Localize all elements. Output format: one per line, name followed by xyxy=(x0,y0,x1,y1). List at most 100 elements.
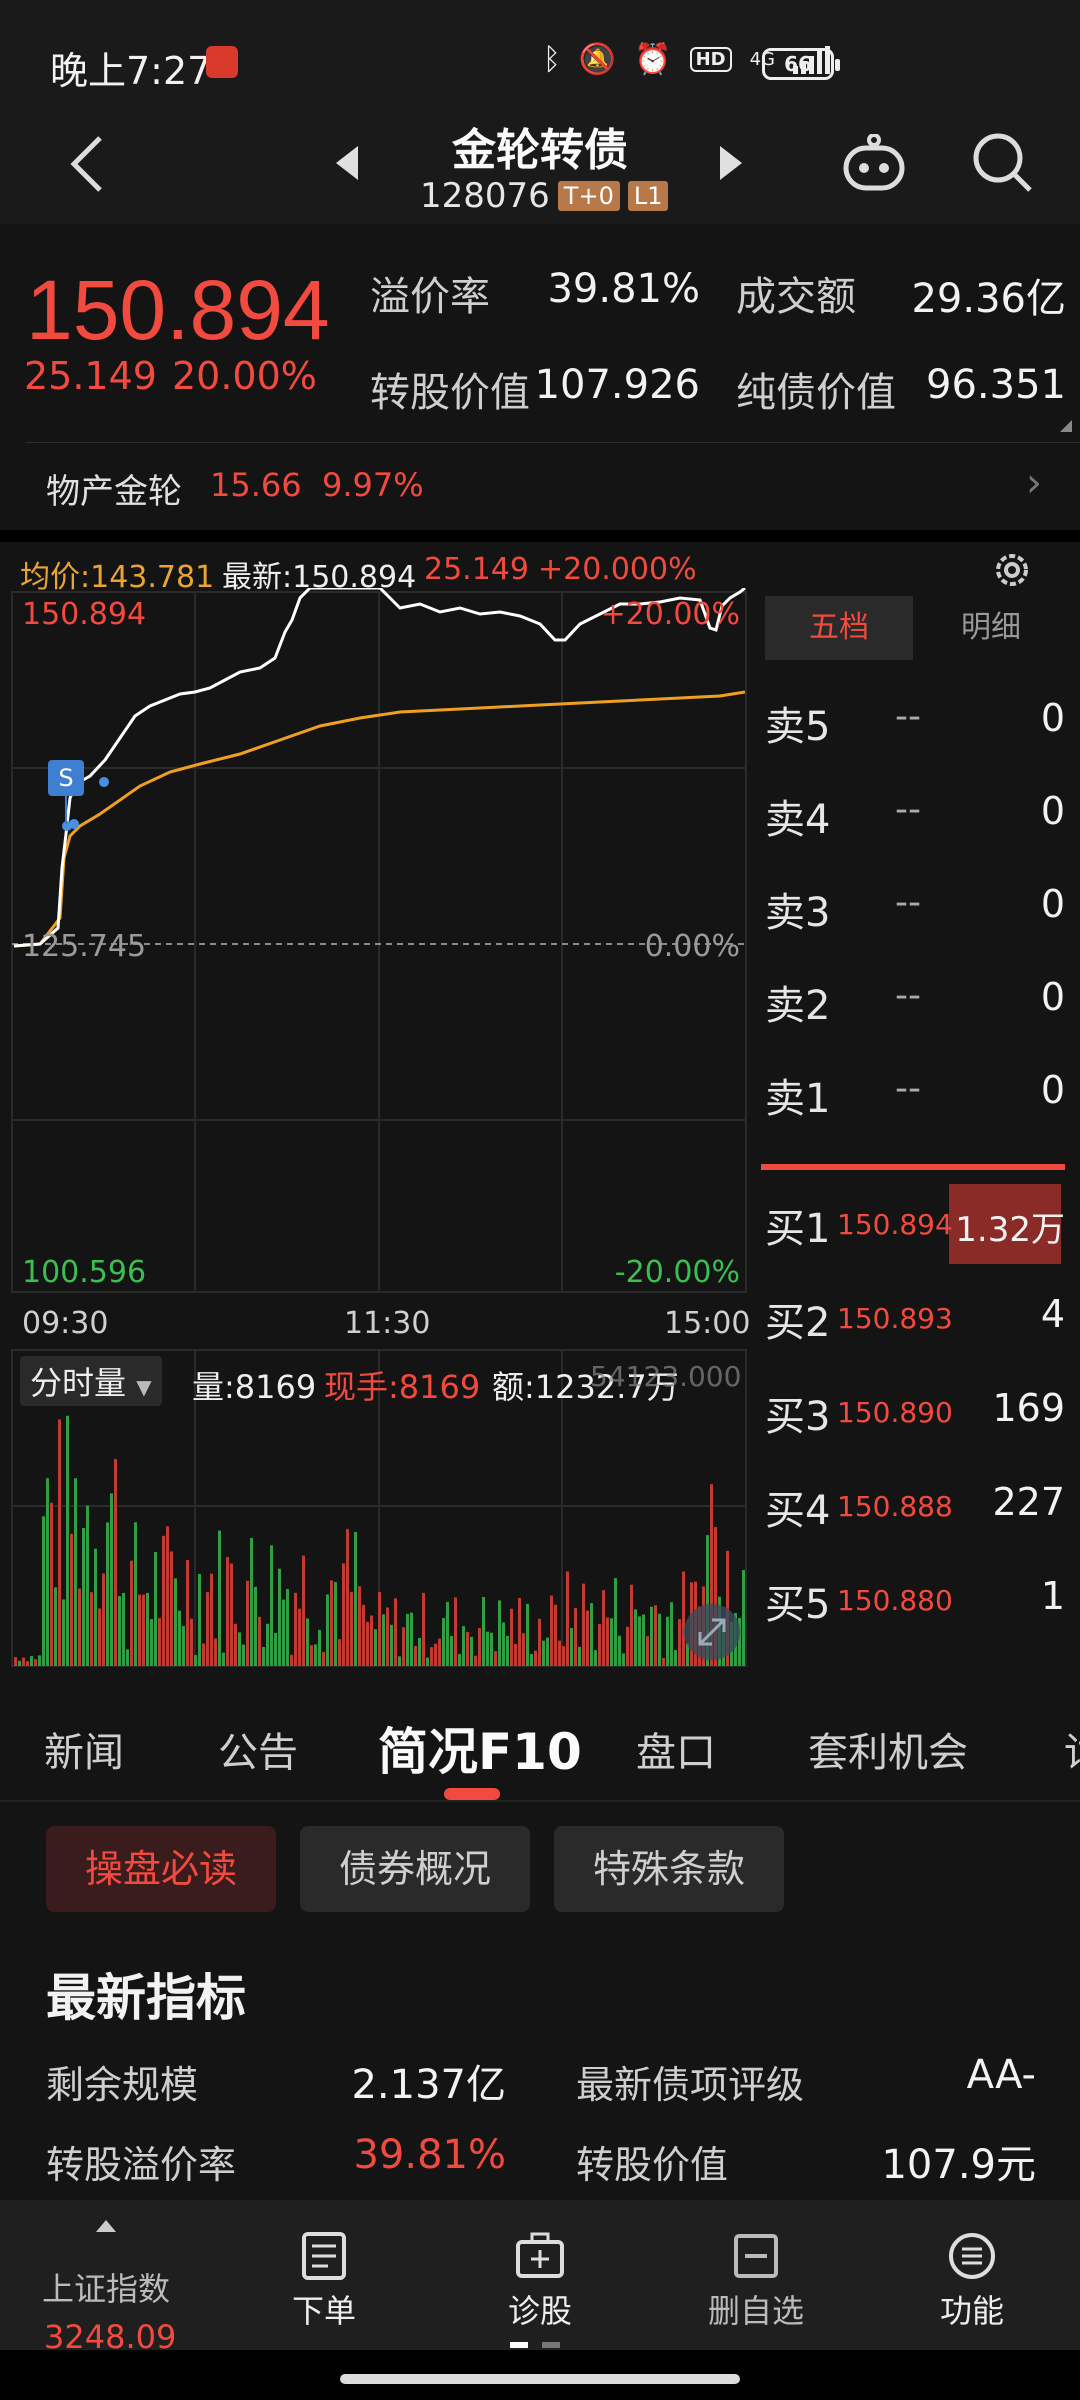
prev-security-icon[interactable] xyxy=(336,146,358,180)
volume-bar xyxy=(598,1624,601,1666)
volume-bar xyxy=(490,1632,493,1666)
intraday-chart[interactable]: S 150.894 125.745 100.596 +20.00% 0.00% … xyxy=(0,588,755,1300)
volume-bar xyxy=(614,1578,617,1666)
order-book-row[interactable]: 卖1 -- 0 xyxy=(755,1054,1075,1134)
volume-type-dropdown[interactable]: 分时量 ▼ xyxy=(20,1356,162,1406)
level-price: -- xyxy=(895,882,921,923)
volume-bar xyxy=(286,1589,289,1666)
tab-five-levels[interactable]: 五档 xyxy=(765,596,913,660)
next-security-icon[interactable] xyxy=(720,146,742,180)
level-qty: 0 xyxy=(1040,1068,1065,1112)
order-book-row[interactable]: 买4 150.888 227 xyxy=(755,1466,1075,1546)
underlying-stock-quote[interactable]: 15.66 9.97% xyxy=(210,466,424,504)
volume-bar xyxy=(186,1559,189,1666)
volume-bar xyxy=(482,1596,485,1666)
chip-trading-guide[interactable]: 操盘必读 xyxy=(46,1826,276,1912)
tab-announcements[interactable]: 公告 xyxy=(218,1730,298,1776)
volume-bar xyxy=(150,1619,153,1666)
tab-details[interactable]: 明细 xyxy=(961,610,1021,645)
level-price: 150.890 xyxy=(837,1396,953,1429)
chip-bond-overview[interactable]: 债券概况 xyxy=(300,1826,530,1912)
metric-label: 成交额 xyxy=(736,274,856,320)
level-price: -- xyxy=(895,1068,921,1109)
volume-bar xyxy=(678,1619,681,1666)
volume-bar xyxy=(622,1653,625,1666)
robot-assistant-icon[interactable] xyxy=(842,134,906,192)
volume-bar xyxy=(562,1646,565,1666)
level-label: 卖5 xyxy=(765,704,831,750)
volume-bar xyxy=(206,1592,209,1666)
order-book-row[interactable]: 买1 150.894 1.32万 xyxy=(755,1184,1075,1264)
volume-bar xyxy=(682,1571,685,1666)
battery-icon: 66 xyxy=(762,48,840,80)
order-book-row[interactable]: 卖4 -- 0 xyxy=(755,775,1075,855)
volume-bar xyxy=(246,1580,249,1666)
volume-bar xyxy=(230,1563,233,1666)
nav-remove-watchlist[interactable]: 删自选 xyxy=(686,2230,826,2332)
chevron-right-icon[interactable]: › xyxy=(1026,460,1042,506)
order-book-row[interactable]: 卖5 -- 0 xyxy=(755,682,1075,762)
volume-bar xyxy=(434,1643,437,1666)
volume-bar xyxy=(142,1594,145,1666)
volume-chart[interactable] xyxy=(0,1346,755,1670)
caret-up-icon[interactable] xyxy=(96,2220,116,2232)
amount-value: 额:1232.7万 xyxy=(492,1368,679,1406)
level-price: 150.893 xyxy=(837,1302,953,1335)
signal-marker[interactable]: S xyxy=(58,764,73,792)
volume-bar xyxy=(666,1616,669,1666)
tab-orderbook[interactable]: 盘口 xyxy=(636,1730,716,1776)
back-icon[interactable] xyxy=(66,132,106,207)
indicator-label: 剩余规模 xyxy=(46,2063,199,2107)
volume-bar xyxy=(518,1597,521,1666)
metric-value: 29.36亿 xyxy=(911,276,1066,322)
order-book-row[interactable]: 买3 150.890 169 xyxy=(755,1372,1075,1452)
order-book-row[interactable]: 卖2 -- 0 xyxy=(755,961,1075,1041)
nav-diagnose[interactable]: 诊股 xyxy=(470,2230,610,2332)
volume-bar xyxy=(590,1603,593,1666)
order-book-row[interactable]: 卖3 -- 0 xyxy=(755,868,1075,948)
expand-corner-icon[interactable] xyxy=(1060,420,1072,432)
quote-panel: 150.894 25.149 20.00% 溢价率 39.81% 成交额 29.… xyxy=(0,224,1080,530)
divider xyxy=(26,442,1080,443)
volume-bar xyxy=(270,1545,273,1666)
search-icon[interactable] xyxy=(970,130,1034,194)
volume-bar xyxy=(646,1636,649,1666)
volume-bar xyxy=(710,1484,713,1666)
security-subtitle: 128076 T+0 L1 xyxy=(420,176,669,216)
volume-bar xyxy=(38,1655,41,1666)
tab-arbitrage[interactable]: 套利机会 xyxy=(808,1730,968,1776)
order-book-row[interactable]: 买2 150.893 4 xyxy=(755,1278,1075,1358)
alarm-icon: ⏰ xyxy=(634,42,672,77)
volume-bar xyxy=(126,1649,129,1666)
home-indicator[interactable] xyxy=(340,2374,740,2384)
volume-bar xyxy=(642,1614,645,1666)
volume-bar xyxy=(370,1615,373,1666)
volume-bar xyxy=(338,1639,341,1666)
volume-bar xyxy=(306,1618,309,1666)
volume-bar xyxy=(706,1535,709,1666)
volume-bar xyxy=(454,1597,457,1666)
volume-highlight xyxy=(949,1184,1061,1264)
nav-order[interactable]: 下单 xyxy=(254,2230,394,2332)
volume-bar xyxy=(110,1493,113,1666)
tab-discussion[interactable]: 讨 xyxy=(1064,1720,1080,1778)
order-book-row[interactable]: 买5 150.880 1 xyxy=(755,1560,1075,1640)
status-time: 晚上7:27 xyxy=(50,49,212,93)
nav-functions[interactable]: 功能 xyxy=(902,2230,1042,2332)
volume-bar xyxy=(514,1643,517,1666)
gear-icon[interactable] xyxy=(988,546,1036,594)
chip-special-terms[interactable]: 特殊条款 xyxy=(554,1826,784,1912)
volume-bar xyxy=(158,1618,161,1666)
volume-bar xyxy=(626,1626,629,1666)
underlying-stock-name[interactable]: 物产金轮 xyxy=(46,472,182,512)
index-value[interactable]: 3248.09 xyxy=(44,2318,177,2356)
y-axis-top-label: 150.894 xyxy=(22,597,146,632)
tab-f10[interactable]: 简况F10 xyxy=(378,1723,582,1781)
volume-bar xyxy=(522,1633,525,1666)
indicator-value: 107.9元 xyxy=(881,2142,1036,2188)
tab-news[interactable]: 新闻 xyxy=(44,1730,124,1776)
volume-bar xyxy=(34,1659,37,1666)
volume-bar xyxy=(46,1478,49,1666)
section-tabs: 新闻 公告 简况F10 盘口 套利机会 讨 xyxy=(0,1690,1080,1800)
index-name[interactable]: 上证指数 xyxy=(42,2270,171,2308)
